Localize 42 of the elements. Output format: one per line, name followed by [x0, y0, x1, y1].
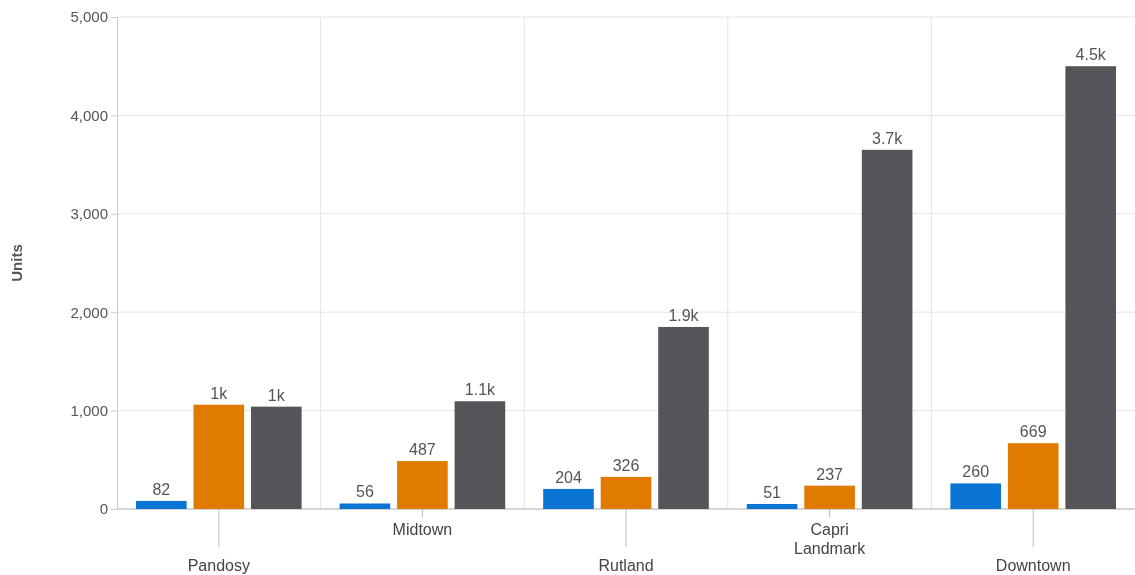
- x-tick-label: Pandosy: [187, 557, 250, 574]
- bar: [861, 149, 913, 509]
- y-tick-label: 1,000: [70, 401, 108, 419]
- bar: [658, 326, 709, 509]
- data-label: 326: [612, 456, 640, 474]
- bar: [251, 406, 302, 509]
- y-tick-label: 4,000: [70, 106, 108, 124]
- x-tick-label: Downtown: [995, 557, 1071, 574]
- bar: [1065, 66, 1117, 509]
- bar: [397, 461, 448, 509]
- data-label: 237: [816, 465, 844, 483]
- y-tick-label: 3,000: [70, 205, 108, 223]
- data-label: 51: [763, 483, 782, 501]
- data-label: 56: [355, 483, 374, 501]
- data-label: 3.7k: [871, 129, 904, 147]
- x-tick-label: Capri Landmark: [794, 521, 867, 557]
- data-label: 1.9k: [668, 306, 700, 324]
- y-tick-label: 2,000: [70, 303, 108, 321]
- bar: [193, 404, 245, 509]
- bar: [804, 485, 855, 509]
- data-label: 669: [1019, 423, 1047, 441]
- bar: [600, 476, 652, 509]
- y-tick-label: 5,000: [70, 8, 108, 26]
- y-axis-title: Units: [8, 244, 25, 282]
- bar: [339, 503, 391, 509]
- y-tick-label: 0: [99, 500, 108, 518]
- bar: [543, 488, 594, 509]
- data-label: 1k: [210, 384, 229, 402]
- x-tick-label: Midtown: [392, 521, 453, 538]
- data-label: 260: [962, 463, 990, 481]
- bar: [1007, 443, 1059, 509]
- data-label: 487: [409, 441, 436, 459]
- bar: [746, 503, 798, 509]
- bar: [950, 483, 1001, 509]
- data-label: 1k: [267, 386, 286, 404]
- data-label: 82: [152, 480, 171, 498]
- data-label: 204: [555, 468, 582, 486]
- data-label: 4.5k: [1075, 46, 1107, 64]
- bar: [454, 401, 506, 509]
- data-label: 1.1k: [464, 381, 497, 399]
- bar: [135, 500, 187, 509]
- x-tick-label: Rutland: [598, 557, 654, 574]
